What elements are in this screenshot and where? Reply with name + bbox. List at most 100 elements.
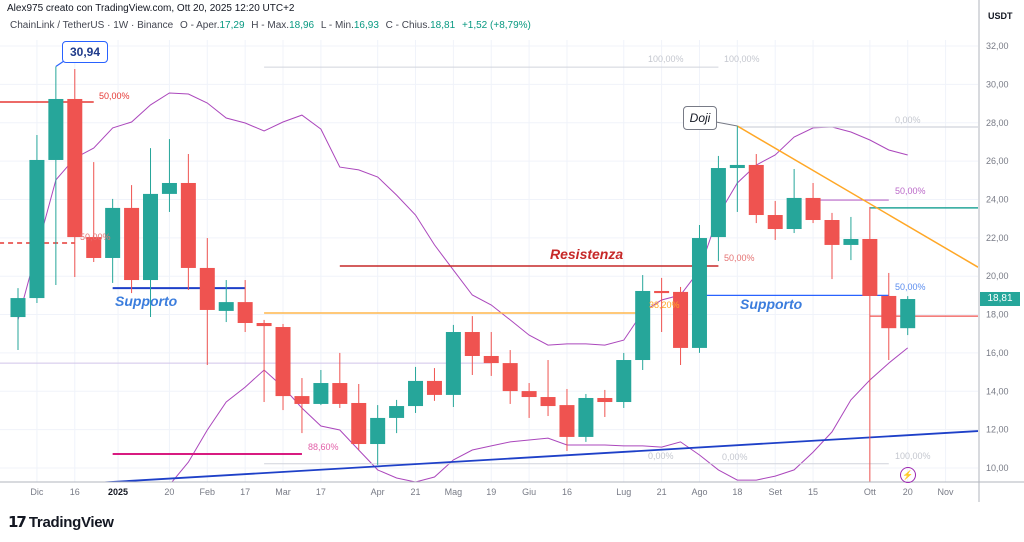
fib-label: 0,00%	[722, 452, 748, 462]
time-tick-label: 19	[486, 487, 496, 497]
candle	[559, 388, 575, 451]
candle-body	[900, 299, 916, 329]
candle-body	[881, 295, 897, 329]
time-tick-label: Giu	[522, 487, 536, 497]
time-tick-label: Lug	[616, 487, 631, 497]
open-value: 17,29	[219, 20, 245, 31]
time-tick-label: Dic	[30, 487, 43, 497]
candle	[483, 332, 499, 376]
candle	[748, 154, 764, 224]
candle	[710, 155, 726, 262]
candle	[445, 324, 461, 408]
candle	[313, 369, 329, 406]
symbol-name[interactable]: ChainLink / TetherUS · 1W · Binance	[10, 20, 174, 31]
callout-pointer	[715, 121, 738, 127]
candle-body	[445, 332, 461, 395]
candle-body	[124, 207, 140, 281]
candle-body	[218, 302, 234, 311]
price-tick-label: 22,00	[986, 233, 1009, 243]
candle	[805, 182, 821, 224]
candle	[862, 206, 878, 482]
candle-body	[843, 238, 859, 245]
candle-body	[143, 193, 159, 281]
candle	[729, 126, 745, 212]
time-tick-label: Nov	[938, 487, 955, 497]
resistance-label: Resistenza	[550, 246, 624, 262]
candle-body	[408, 380, 424, 407]
support-label: Supporto	[740, 296, 803, 312]
time-tick-label: Ott	[864, 487, 877, 497]
candle-body	[805, 197, 821, 221]
candle-body	[294, 396, 310, 404]
fib-label: 50,00%	[80, 232, 111, 242]
fib-label: 100,00%	[724, 54, 760, 64]
candle	[351, 383, 367, 450]
candle-body	[578, 397, 594, 437]
lightning-icon[interactable]: ⚡	[900, 467, 916, 483]
candle-body	[389, 406, 405, 418]
last-price-badge: 18,81	[980, 292, 1020, 306]
author-line: Alex975 creato con TradingView.com, Ott …	[7, 3, 295, 14]
candle-body	[180, 182, 196, 268]
candle-body	[691, 238, 707, 348]
time-tick-label: 15	[808, 487, 818, 497]
candle-body	[540, 397, 556, 407]
candle	[389, 399, 405, 434]
candle	[370, 405, 386, 465]
candle	[105, 198, 121, 283]
time-tick-label: Ago	[691, 487, 707, 497]
candle	[691, 224, 707, 353]
support-label: Supporto	[115, 293, 178, 309]
time-tick-label: 16	[562, 487, 572, 497]
symbol-legend: ChainLink / TetherUS · 1W · Binance O - …	[10, 20, 535, 31]
candle	[180, 154, 196, 291]
candle	[843, 216, 859, 261]
fib-label: 50,00%	[724, 253, 755, 263]
price-tick-label: 20,00	[986, 271, 1009, 281]
candle-body	[237, 302, 253, 323]
candle-body	[824, 220, 840, 245]
candle-body	[521, 391, 537, 398]
candle	[143, 148, 159, 318]
candle-body	[29, 159, 45, 299]
candle-body	[464, 332, 480, 356]
candle-body	[105, 207, 121, 258]
candle-body	[616, 360, 632, 403]
price-tick-label: 12,00	[986, 425, 1009, 435]
candle	[294, 378, 310, 434]
candle	[124, 185, 140, 294]
bollinger-upper-line	[17, 92, 908, 346]
candle	[48, 66, 64, 286]
price-tick-label: 24,00	[986, 194, 1009, 204]
candle-body	[635, 290, 651, 361]
price-tick-label: 18,00	[986, 310, 1009, 320]
time-tick-label: 17	[316, 487, 326, 497]
candle	[616, 352, 632, 408]
candle	[256, 319, 272, 403]
low-value: 16,93	[353, 20, 379, 31]
time-tick-label: 20	[903, 487, 913, 497]
candle	[578, 393, 594, 442]
candle-body	[654, 290, 670, 294]
tradingview-logo[interactable]: 𝟭𝟳 TradingView	[8, 513, 114, 532]
candle-body	[256, 322, 272, 327]
doji-callout[interactable]: Doji	[683, 106, 717, 130]
trend-line	[96, 430, 978, 482]
candle-body	[767, 215, 783, 230]
candle	[540, 360, 556, 417]
change-value: +1,52 (+8,79%)	[461, 20, 531, 31]
price-tick-label: 32,00	[986, 41, 1009, 51]
close-label: C - Chius.	[385, 20, 431, 31]
high-callout[interactable]: 30,94	[62, 41, 108, 63]
candle-body	[862, 238, 878, 296]
candle-body	[673, 291, 689, 348]
time-tick-label: 21	[411, 487, 421, 497]
candle-body	[483, 355, 499, 364]
low-label: L - Min.	[320, 20, 354, 31]
candle-body	[10, 298, 26, 318]
fib-label: 50,00%	[895, 282, 926, 292]
candle-body	[313, 383, 329, 404]
candle	[408, 366, 424, 413]
tradingview-mark-icon: 𝟭𝟳	[8, 514, 27, 531]
